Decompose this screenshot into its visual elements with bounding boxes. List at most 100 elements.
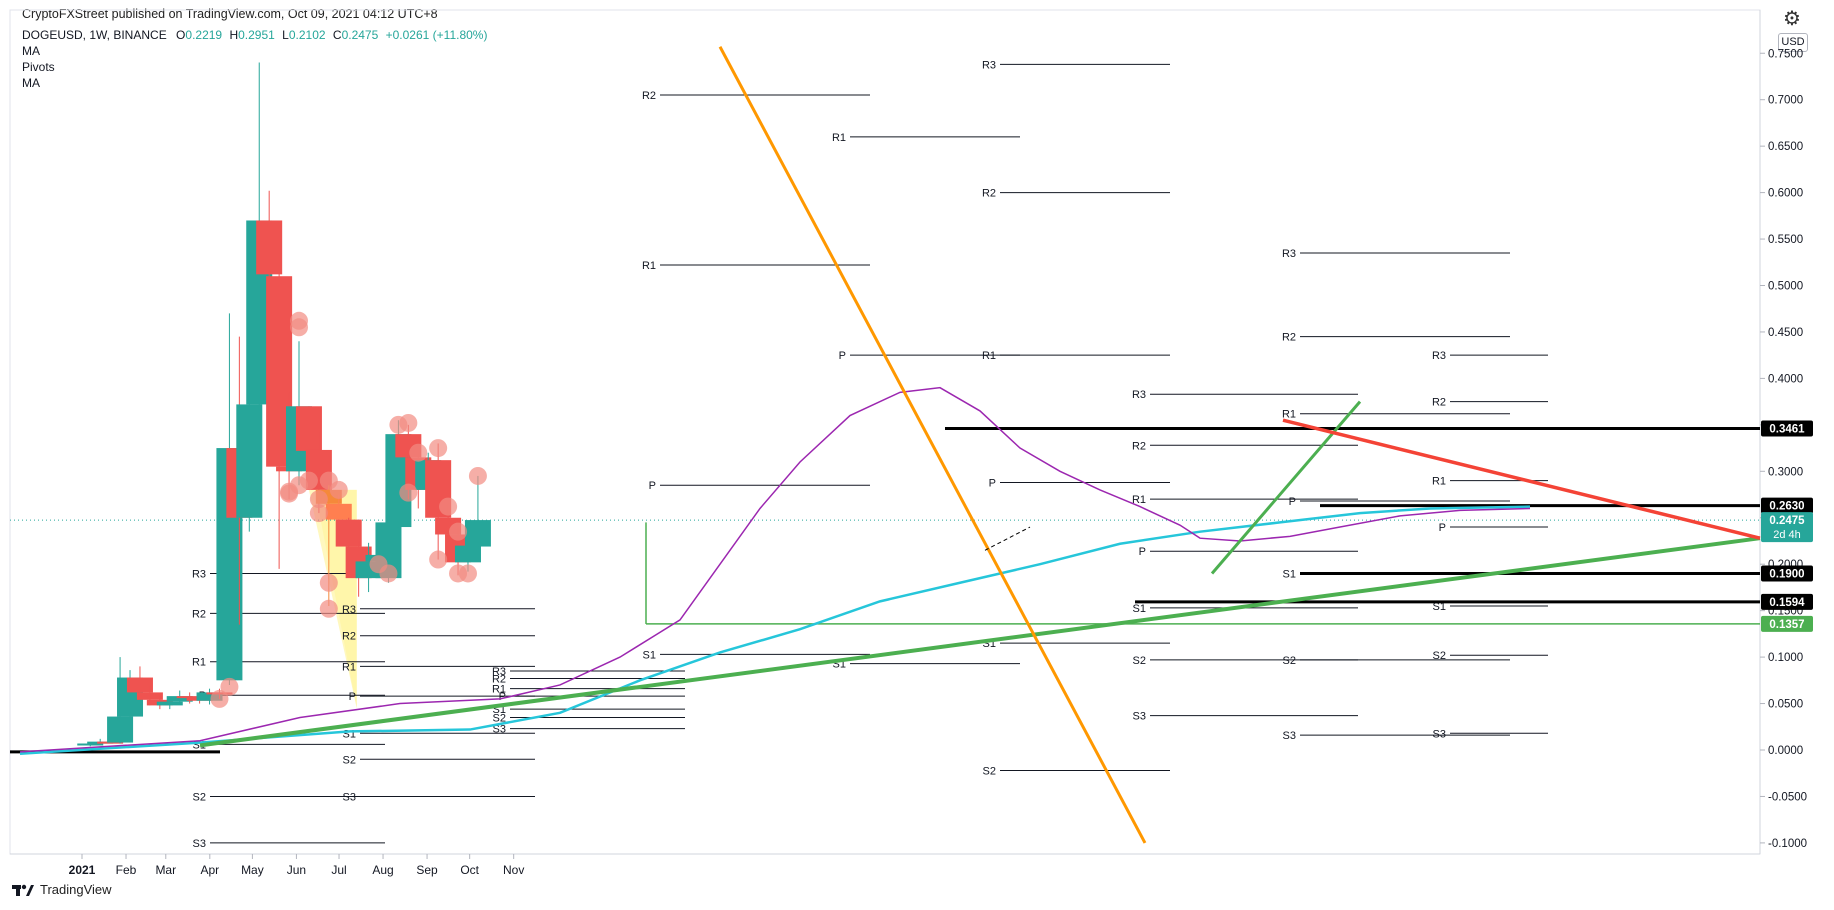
candle-body [156, 701, 183, 706]
candle-body [166, 696, 193, 702]
pivot-label: P [1289, 496, 1296, 508]
dashed-annotation-line [984, 526, 1031, 551]
pivot-label: S1 [1283, 568, 1296, 580]
pivot-label: R3 [492, 666, 506, 678]
indicator-ma-1[interactable]: MA [22, 44, 40, 58]
pivot-marker-circle [399, 483, 418, 502]
pivot-label: S2 [1133, 655, 1146, 667]
candle-body [335, 519, 362, 547]
candle-body [176, 696, 203, 699]
gear-icon[interactable]: ⚙ [1783, 8, 1801, 30]
pivot-marker-circle [210, 689, 229, 708]
brand-label: TradingView [40, 882, 112, 897]
x-tick-label: Mar [155, 863, 176, 877]
y-tick-label: 0.4500 [1768, 327, 1803, 339]
candle-body [136, 692, 163, 700]
open-label: O [176, 28, 186, 42]
red-resistance-trendline [1282, 418, 1761, 540]
y-tick-label: 0.1000 [1768, 652, 1803, 664]
candle-body [196, 692, 223, 701]
pivot-label: R2 [492, 673, 506, 685]
pivot-label: R2 [1282, 332, 1296, 344]
candle-body [97, 741, 124, 744]
currency-button[interactable]: USD [1778, 33, 1808, 52]
pivot-marker-circle [220, 677, 239, 696]
high-label: H [229, 28, 239, 42]
pivot-label: S2 [1283, 655, 1296, 667]
indicator-pivots[interactable]: Pivots [22, 60, 55, 74]
pivot-label: P [989, 477, 996, 489]
pivot-marker-circle [468, 466, 487, 485]
tradingview-logo-icon [12, 884, 34, 896]
pivot-marker-circle [290, 318, 308, 337]
price-label-text: 0.1594 [1769, 597, 1805, 609]
pivot-label: R2 [342, 631, 356, 643]
x-tick-label: Sep [416, 863, 438, 877]
pivot-label: S2 [493, 712, 506, 724]
pivot-marker-circle [439, 497, 458, 516]
x-tick-label: Nov [503, 863, 524, 877]
candle-body [77, 743, 104, 746]
pivot-label: P [839, 350, 846, 362]
pivot-label: S1 [343, 728, 356, 740]
y-tick-label: 0.6500 [1768, 141, 1803, 153]
pivot-marker-circle [399, 413, 418, 432]
price-label-countdown: 2d 4h [1773, 529, 1801, 541]
pivot-marker-circle [429, 550, 448, 569]
pivot-label: R2 [1132, 440, 1146, 452]
x-tick-label: May [241, 863, 264, 877]
pivot-label: R3 [342, 604, 356, 616]
pivot-label: S3 [1433, 728, 1446, 740]
price-label-box [1761, 497, 1813, 514]
pivot-marker-circle [309, 504, 328, 523]
pivot-label: S1 [1133, 603, 1146, 615]
tradingview-brand[interactable]: TradingView [12, 882, 112, 897]
price-label-text: 0.2475 [1769, 515, 1805, 527]
symbol-info: DOGEUSD, 1W, BINANCE [22, 28, 167, 42]
price-label-box [1761, 615, 1813, 632]
x-tick-label: Apr [200, 863, 219, 877]
candle-body [295, 406, 322, 451]
pivot-label: S3 [1133, 711, 1146, 723]
pivot-label: P [649, 480, 656, 492]
pivot-label: R2 [642, 90, 656, 102]
candle-body [107, 716, 134, 743]
pivot-label: S3 [343, 791, 356, 803]
pivot-label: R1 [642, 260, 656, 272]
moving-average-slow-line [19, 505, 1531, 755]
y-tick-label: -0.0500 [1768, 791, 1807, 803]
pivot-label: P [349, 691, 356, 703]
y-tick-label: -0.1000 [1768, 838, 1807, 850]
pivot-label: S3 [193, 838, 206, 850]
pivot-label: S2 [343, 754, 356, 766]
price-label-box [1761, 512, 1813, 543]
x-tick-label: Oct [460, 863, 479, 877]
x-tick-label: Feb [116, 863, 137, 877]
price-label-text: 0.2630 [1769, 501, 1804, 513]
close-label: C [332, 28, 342, 42]
price-label-box [1761, 420, 1813, 437]
price-label-box [1761, 565, 1813, 582]
pivot-label: R1 [1132, 494, 1146, 506]
y-tick-label: 0.3000 [1768, 466, 1803, 478]
pivot-label: R2 [192, 608, 206, 620]
high-value: 0.2951 [238, 28, 275, 42]
pivot-label: R1 [1432, 476, 1446, 488]
pivot-marker-circle [309, 490, 328, 509]
pivot-label: R2 [982, 188, 996, 200]
y-tick-label: 0.6000 [1768, 188, 1803, 200]
orange-downtrend-line [718, 46, 1147, 844]
low-label: L [282, 28, 289, 42]
close-value: 0.2475 [341, 28, 379, 42]
x-tick-label: Aug [372, 863, 393, 877]
green-support-trendline [199, 536, 1761, 748]
price-label-text: 0.3461 [1769, 423, 1805, 435]
symbol-legend[interactable]: DOGEUSD, 1W, BINANCE O0.2219 H0.2951 L0.… [22, 27, 487, 43]
pivot-label: S3 [493, 724, 506, 736]
y-tick-label: 0.7000 [1768, 95, 1803, 107]
pivot-label: S2 [983, 765, 996, 777]
indicator-ma-2[interactable]: MA [22, 76, 40, 90]
pivot-label: P [1139, 546, 1146, 558]
pivot-marker-circle [458, 564, 477, 583]
